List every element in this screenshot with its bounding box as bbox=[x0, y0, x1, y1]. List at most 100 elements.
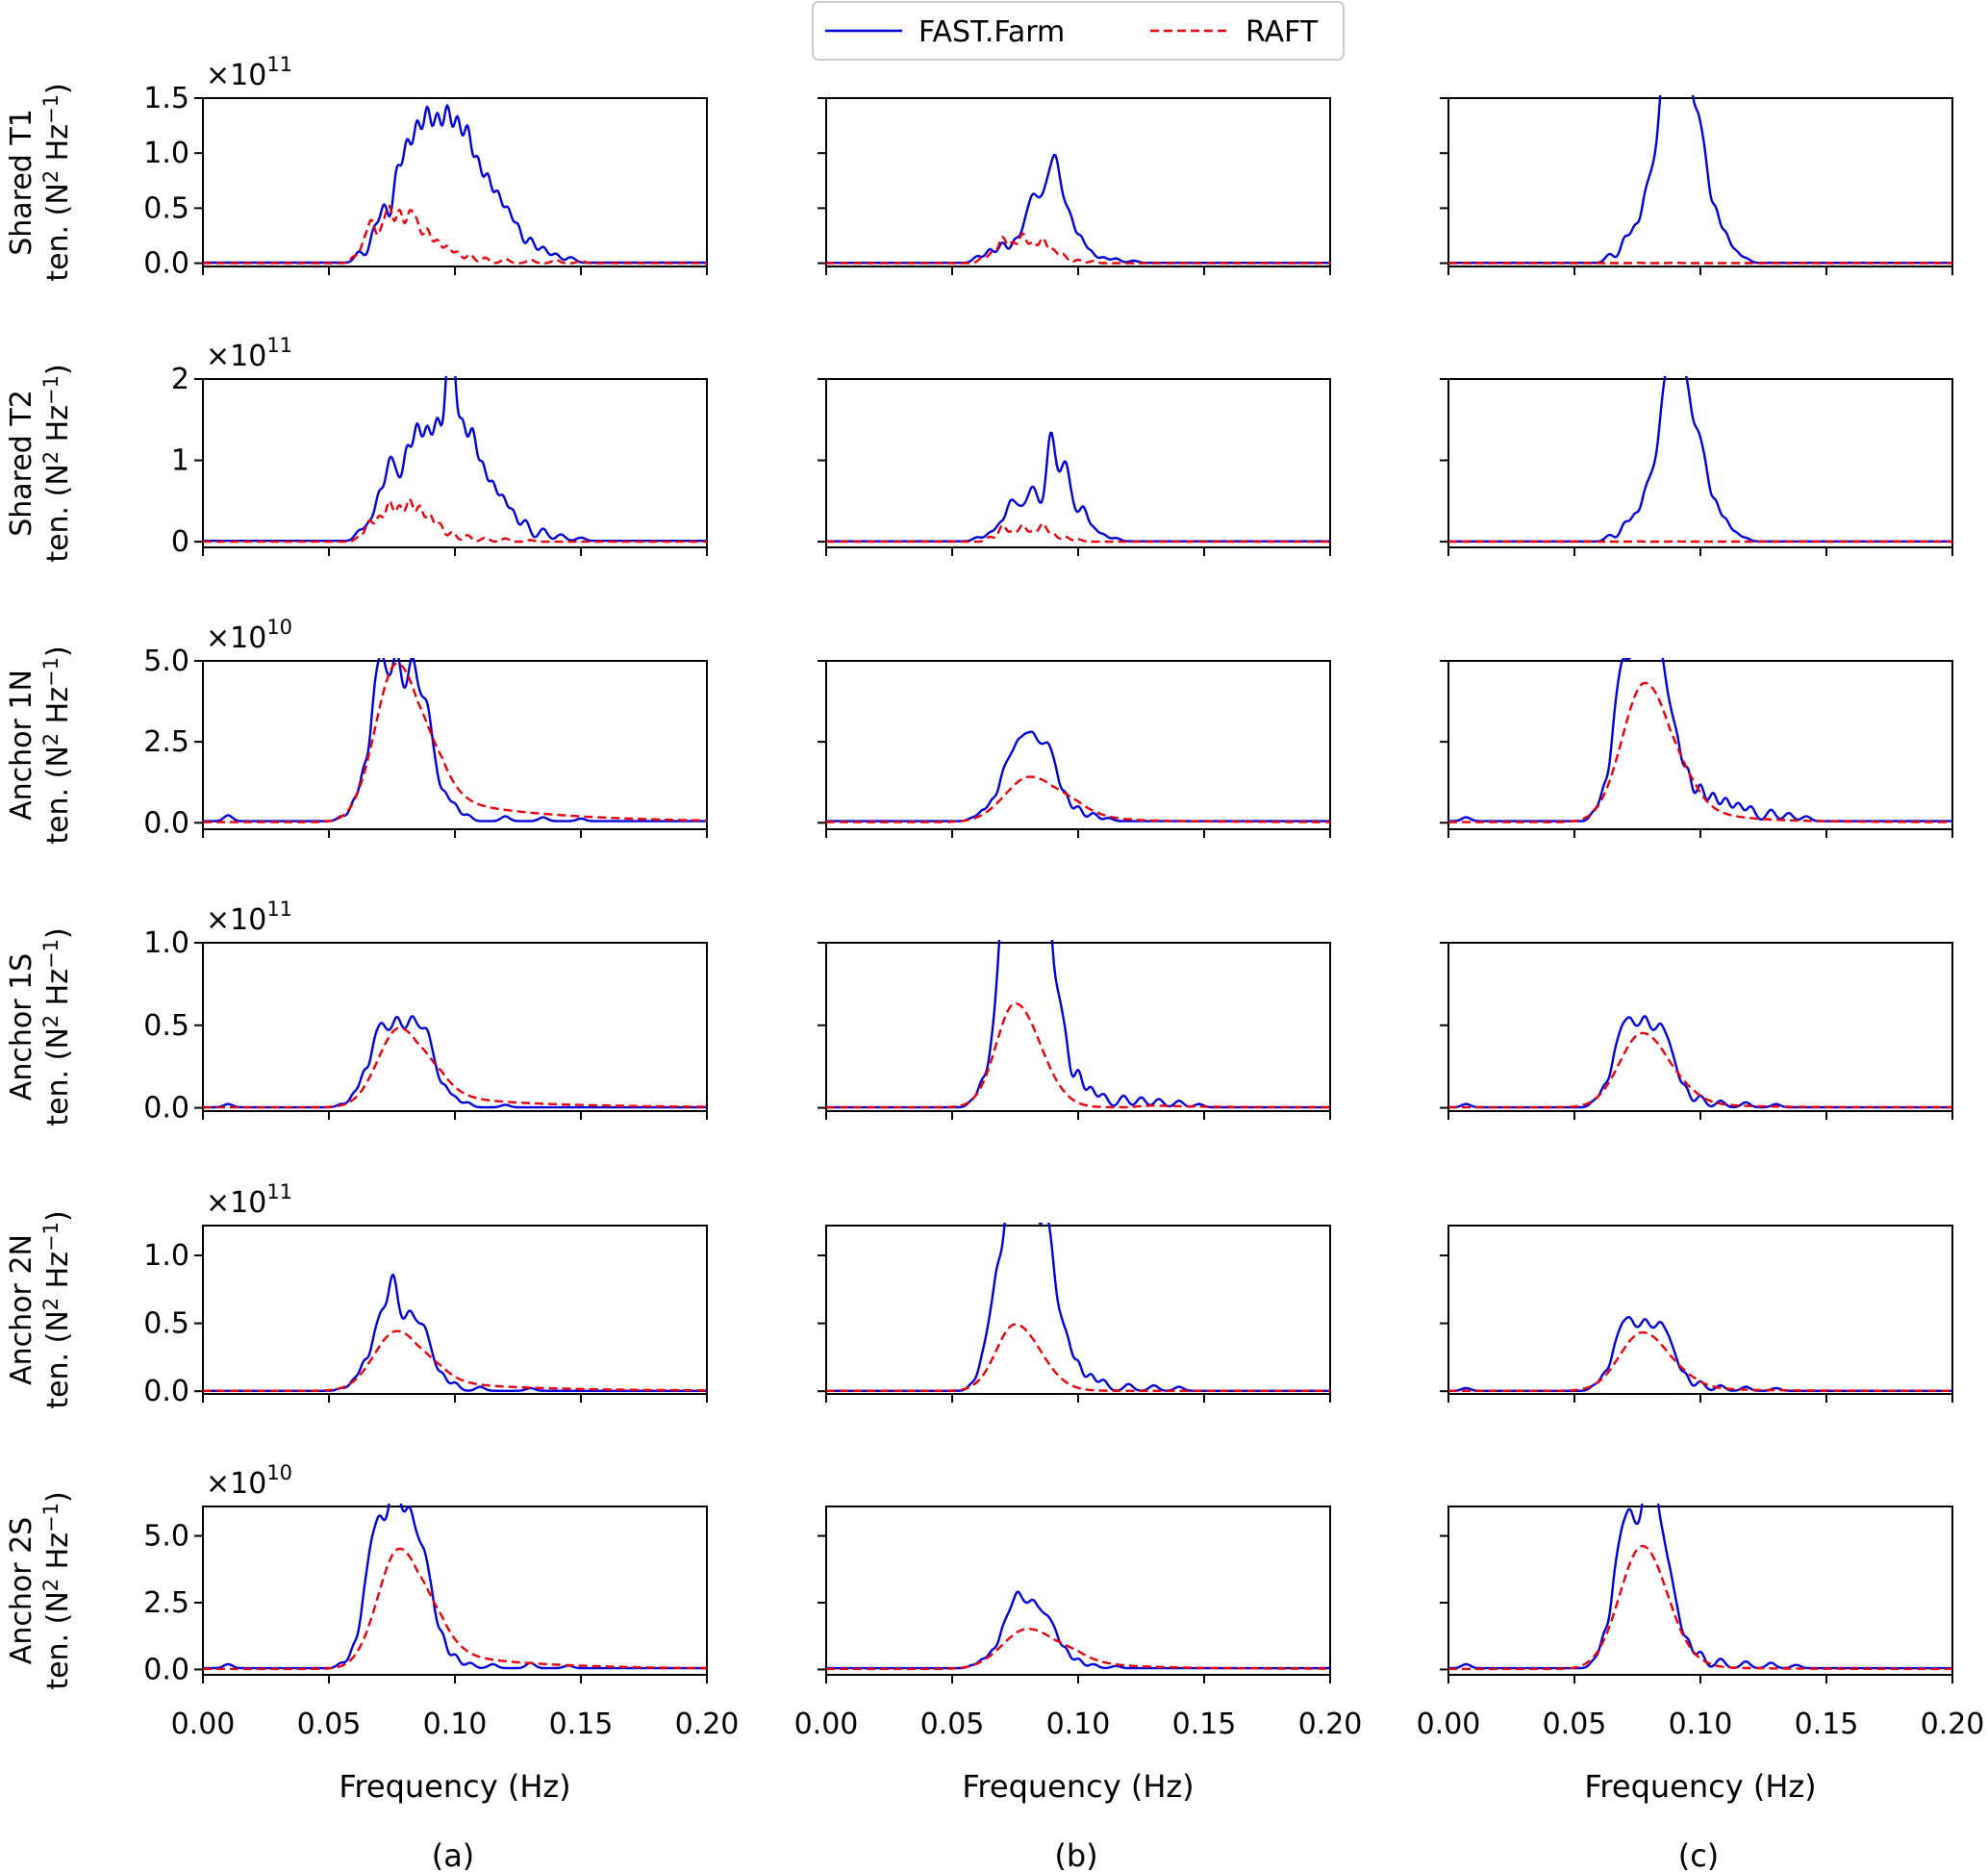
series-raft-line bbox=[826, 1628, 1330, 1671]
y-tick-label: 1.0 bbox=[143, 1239, 189, 1273]
y-tick-label: 5.0 bbox=[143, 645, 189, 678]
panel-r5-c3 bbox=[1440, 1225, 1953, 1403]
panel-r5-c1: 0.0 0.5 1.0 bbox=[143, 1225, 708, 1408]
panel-r1-c2 bbox=[818, 97, 1331, 275]
x-tick-label: 0.20 bbox=[1298, 1708, 1363, 1741]
axes-frame bbox=[825, 660, 1331, 830]
panel-r3-c3 bbox=[1440, 658, 1953, 838]
y-tick-label: 2.5 bbox=[143, 1586, 189, 1620]
y-multiplier-row-5: ×1011 bbox=[206, 1180, 292, 1220]
y-multiplier-exponent: 11 bbox=[266, 53, 292, 76]
axes-frame bbox=[1447, 942, 1953, 1112]
x-tick-label: 0.10 bbox=[1669, 1708, 1733, 1741]
series-raft-line bbox=[826, 1323, 1330, 1392]
y-tick-label: 2.5 bbox=[143, 725, 189, 759]
series-fast-farm-line bbox=[1448, 376, 1952, 543]
axes-frame bbox=[1447, 1506, 1953, 1676]
y-tick-label: 1.0 bbox=[143, 137, 189, 170]
y-label-units-part: ) bbox=[41, 83, 75, 94]
series-fast-farm-line bbox=[203, 104, 707, 265]
y-multiplier-base: ×10 bbox=[206, 1467, 266, 1501]
y-label-units-exponent: 2 bbox=[39, 733, 63, 746]
y-tick-label: 2 bbox=[171, 363, 189, 396]
y-multiplier-exponent: 10 bbox=[266, 1461, 292, 1484]
series-fast-farm-line bbox=[1448, 95, 1952, 265]
y-tick-label: 0.0 bbox=[143, 247, 189, 281]
y-label-units-exponent: −1 bbox=[39, 939, 63, 969]
series-fast-farm-line bbox=[826, 431, 1330, 543]
y-axis-label-line2-row-2: ten. (N2 Hz−1) bbox=[39, 364, 75, 562]
x-tick-label: 0.15 bbox=[1172, 1708, 1237, 1741]
y-axis-label-line1-row-1: Shared T1 bbox=[5, 109, 38, 256]
panel-r5-c2 bbox=[818, 1223, 1331, 1403]
series-raft-line bbox=[203, 1026, 707, 1109]
y-tick-label: 1 bbox=[171, 444, 189, 478]
panel-r1-c1: 0.0 0.5 1.0 1.5 bbox=[143, 82, 708, 281]
y-label-units-exponent: −1 bbox=[39, 1222, 63, 1252]
x-tick-label: 0.00 bbox=[171, 1708, 236, 1741]
series-fast-farm-line bbox=[1448, 1015, 1952, 1109]
legend-fast-label: FAST.Farm bbox=[919, 15, 1065, 49]
panel-r2-c3 bbox=[1440, 376, 1953, 556]
x-tick-label: 0.20 bbox=[675, 1708, 740, 1741]
series-fast-farm-line bbox=[826, 730, 1330, 823]
axes-frame bbox=[202, 378, 708, 548]
y-label-units-part: Hz bbox=[41, 1252, 75, 1298]
y-label-units-part: Hz bbox=[41, 1532, 75, 1579]
y-multiplier-exponent: 11 bbox=[266, 1180, 292, 1203]
y-tick-label: 0.0 bbox=[143, 1375, 189, 1408]
y-tick-label: 0.0 bbox=[143, 1653, 189, 1686]
axes-frame bbox=[1447, 660, 1953, 830]
y-tick-label: 5.0 bbox=[143, 1520, 189, 1554]
series-raft-line bbox=[1448, 1031, 1952, 1109]
y-multiplier-exponent: 11 bbox=[266, 334, 292, 357]
y-label-units-exponent: −1 bbox=[39, 1503, 63, 1532]
series-fast-farm-line bbox=[1448, 1504, 1952, 1670]
column-label-1: (a) bbox=[432, 1837, 475, 1873]
x-tick-label: 0.10 bbox=[423, 1708, 488, 1741]
axes-frame bbox=[825, 378, 1331, 548]
y-multiplier-base: ×10 bbox=[206, 621, 266, 655]
x-tick-label: 0.05 bbox=[1543, 1708, 1607, 1741]
panel-r2-c1: 0 1 2 bbox=[171, 363, 708, 559]
axes-frame bbox=[1447, 378, 1953, 548]
y-label-units-part: Hz bbox=[41, 124, 75, 170]
axes-frame bbox=[825, 1225, 1331, 1395]
panel-r4-c2 bbox=[818, 940, 1331, 1120]
y-axis-label-line2-row-3: ten. (N2 Hz−1) bbox=[39, 645, 75, 844]
y-multiplier-row-3: ×1010 bbox=[206, 616, 292, 655]
y-tick-label: 0.5 bbox=[143, 191, 189, 225]
y-label-units-exponent: 2 bbox=[39, 1298, 63, 1310]
y-axis-label-line1-row-2: Shared T2 bbox=[5, 390, 38, 537]
series-raft-line bbox=[826, 521, 1330, 544]
y-axis-label-line2-row-5: ten. (N2 Hz−1) bbox=[39, 1210, 75, 1408]
y-label-units-part: Hz bbox=[41, 405, 75, 451]
y-multiplier-base: ×10 bbox=[206, 903, 266, 937]
column-label-2: (b) bbox=[1054, 1837, 1097, 1873]
y-tick-label: 1.5 bbox=[143, 82, 189, 115]
y-multiplier-row-1: ×1011 bbox=[206, 53, 292, 92]
y-label-units-exponent: −1 bbox=[39, 94, 63, 124]
panel-r2-c2 bbox=[818, 378, 1331, 556]
y-tick-label: 1.0 bbox=[143, 926, 189, 960]
y-label-units-part: Hz bbox=[41, 687, 75, 733]
series-raft-line bbox=[1448, 681, 1952, 823]
axes-frame bbox=[825, 97, 1331, 267]
y-label-units-part: ) bbox=[41, 1491, 75, 1503]
legend-frame bbox=[812, 1, 1345, 61]
column-label-3: (c) bbox=[1678, 1837, 1720, 1873]
x-tick-label: 0.00 bbox=[794, 1708, 859, 1741]
y-label-units-part: ) bbox=[41, 364, 75, 375]
legend: FAST.Farm RAFT bbox=[812, 1, 1345, 61]
series-raft-line bbox=[1448, 1330, 1952, 1392]
axes-frame bbox=[202, 1225, 708, 1395]
y-axis-label-line2-row-6: ten. (N2 Hz−1) bbox=[39, 1491, 75, 1689]
series-fast-farm-line bbox=[1448, 658, 1952, 823]
panel-r1-c3 bbox=[1440, 95, 1953, 275]
series-raft-line bbox=[826, 232, 1330, 265]
y-tick-label: 0.0 bbox=[143, 1092, 189, 1126]
y-label-units-part: ten. (N bbox=[41, 746, 75, 844]
y-label-units-part: ) bbox=[41, 1210, 75, 1222]
legend-raft-label: RAFT bbox=[1246, 15, 1319, 49]
